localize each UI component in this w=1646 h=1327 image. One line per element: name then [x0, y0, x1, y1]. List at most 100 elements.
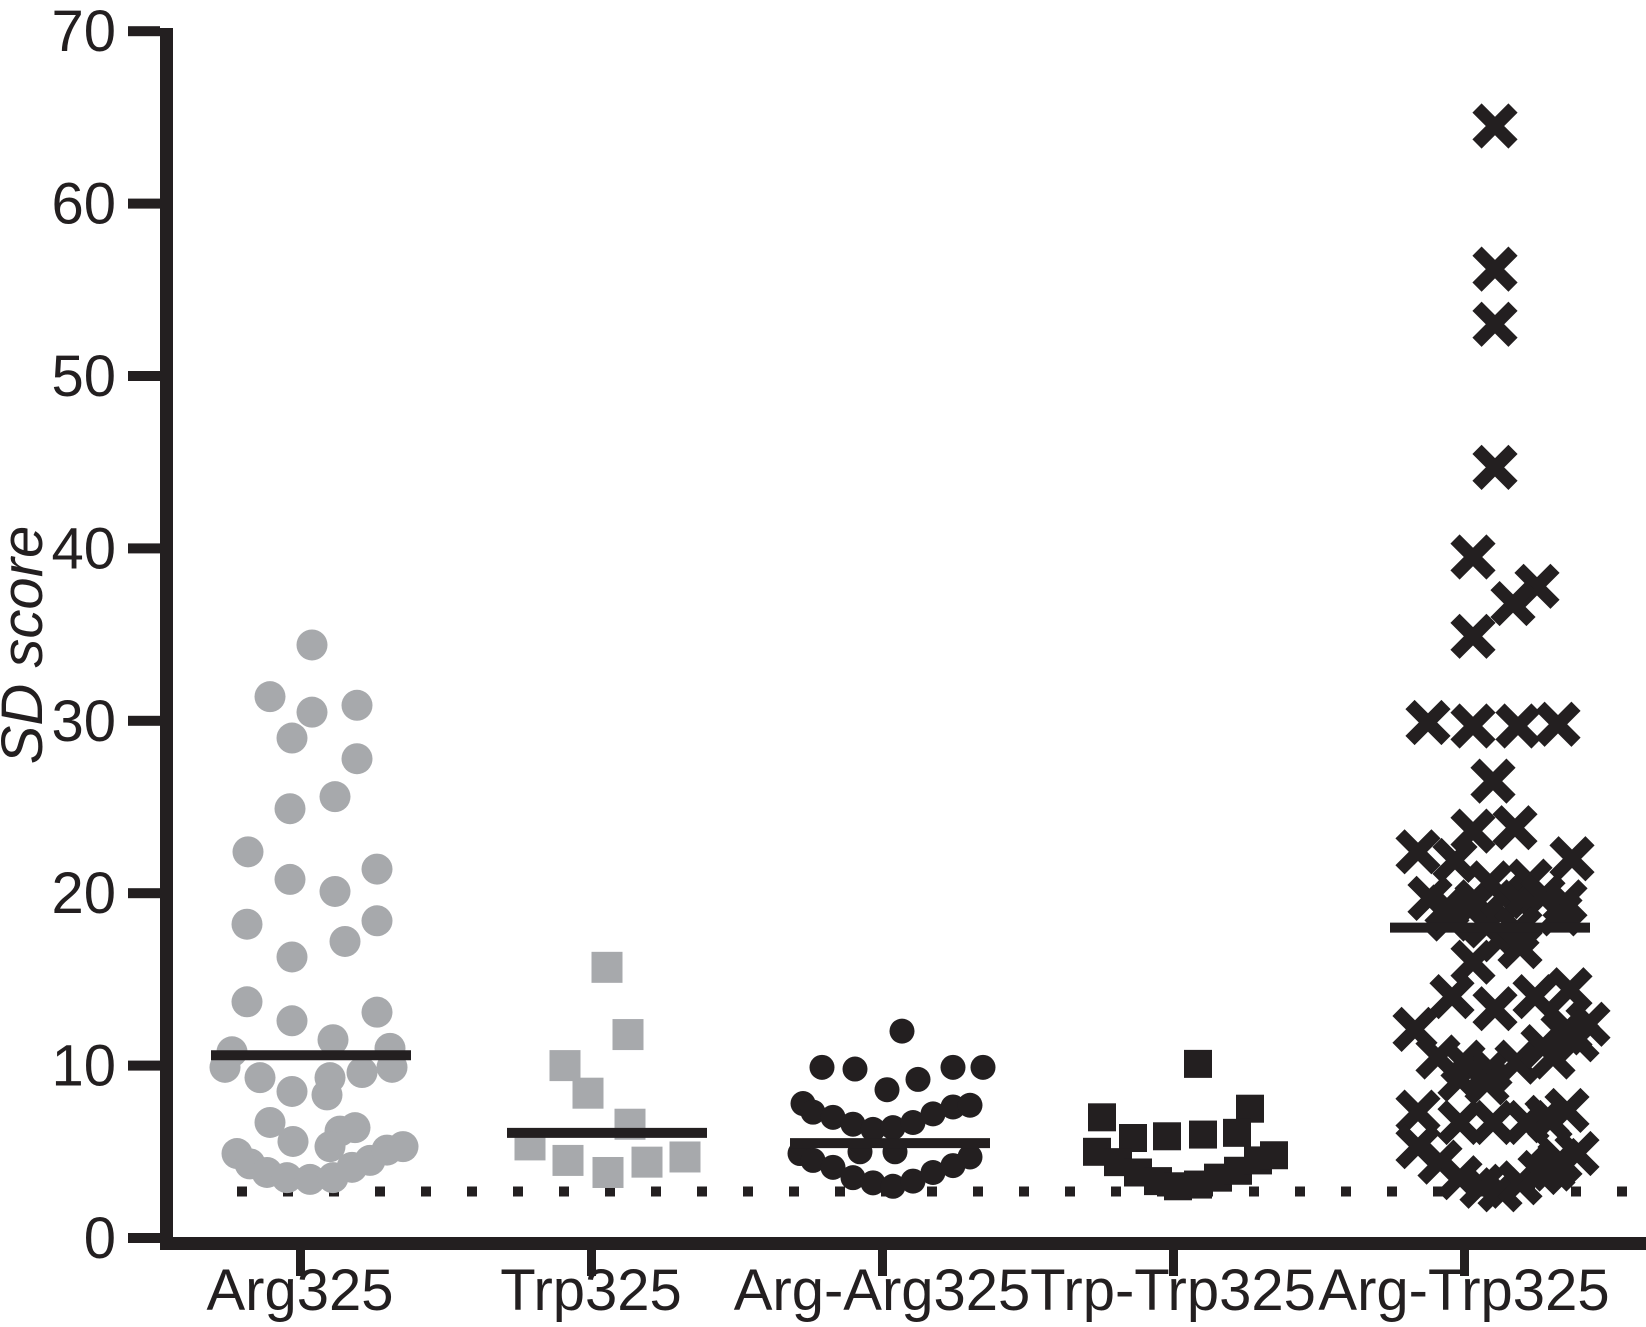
data-point — [314, 1131, 346, 1163]
data-point — [809, 1054, 835, 1080]
data-point — [1153, 1122, 1181, 1151]
data-point — [552, 1144, 584, 1176]
data-point — [900, 1168, 926, 1194]
data-point — [920, 1159, 946, 1185]
data-point — [319, 781, 351, 813]
data-point — [920, 1101, 946, 1127]
data-point — [1236, 1094, 1264, 1123]
data-point — [296, 696, 328, 728]
y-axis-tick — [128, 26, 160, 37]
data-point — [329, 925, 361, 957]
data-point — [1472, 986, 1518, 1032]
data-point — [276, 941, 308, 973]
data-point — [361, 905, 393, 937]
data-point — [276, 1075, 308, 1107]
data-point — [271, 1162, 303, 1194]
data-point — [1450, 613, 1496, 659]
data-point — [1472, 246, 1518, 292]
x-category-label: Arg-Arg325 — [734, 1258, 1031, 1323]
y-axis-tick — [128, 371, 160, 381]
data-point — [591, 951, 623, 983]
data-point — [319, 875, 351, 907]
data-point — [317, 1024, 349, 1056]
data-point — [1189, 1120, 1217, 1149]
data-point — [1395, 829, 1441, 875]
y-tick-label: 40 — [51, 516, 116, 581]
data-point — [905, 1066, 931, 1092]
data-point — [1432, 837, 1478, 884]
x-category-label: Arg-Trp325 — [1318, 1258, 1609, 1323]
data-point — [231, 986, 263, 1018]
data-point — [1472, 301, 1518, 347]
data-point — [880, 1115, 906, 1141]
data-point — [1429, 974, 1475, 1020]
x-axis-tick — [1169, 1250, 1178, 1276]
y-tick-label: 70 — [51, 0, 116, 64]
data-point — [341, 689, 373, 721]
data-point — [1530, 1034, 1576, 1080]
data-point — [612, 1019, 644, 1051]
data-point — [254, 681, 286, 713]
data-point — [900, 1109, 926, 1135]
x-axis-tick — [296, 1250, 305, 1276]
data-point — [880, 1173, 906, 1199]
data-point — [294, 1163, 326, 1195]
data-point — [1530, 1146, 1576, 1192]
x-category-label: Trp325 — [500, 1258, 682, 1323]
y-tick-label: 60 — [51, 172, 116, 237]
data-point — [276, 722, 308, 754]
data-point — [311, 1079, 343, 1111]
y-axis-tick — [128, 543, 160, 554]
data-point — [232, 836, 264, 868]
y-axis-tick — [128, 715, 160, 726]
data-point — [341, 743, 373, 775]
y-axis-title: SD score — [0, 526, 55, 765]
y-axis-line — [160, 28, 173, 1247]
data-point — [1497, 924, 1543, 970]
data-point — [1470, 1099, 1516, 1146]
data-point — [940, 1054, 966, 1080]
data-point — [549, 1050, 581, 1082]
x-axis-tick — [1460, 1250, 1469, 1276]
data-point — [957, 1144, 983, 1170]
data-point — [1223, 1118, 1251, 1147]
data-point — [572, 1077, 604, 1109]
data-point — [274, 863, 306, 895]
y-tick-label: 10 — [51, 1034, 116, 1099]
data-point — [1119, 1124, 1147, 1153]
data-point — [957, 1092, 983, 1118]
data-point — [800, 1147, 826, 1173]
x-category-label: Trp-Trp325 — [1030, 1258, 1316, 1323]
y-tick-label: 30 — [51, 689, 116, 754]
y-axis-tick — [128, 888, 160, 899]
data-point — [1395, 1089, 1441, 1135]
data-point — [840, 1111, 866, 1137]
data-point — [669, 1141, 701, 1173]
data-point — [387, 1131, 419, 1163]
y-tick-label: 0 — [84, 1206, 116, 1271]
y-axis-tick — [128, 1060, 160, 1071]
data-point — [1260, 1141, 1288, 1170]
data-point — [631, 1146, 663, 1178]
x-axis-line — [160, 1237, 1646, 1250]
data-point — [874, 1077, 900, 1103]
data-point — [1470, 758, 1516, 804]
data-point — [361, 996, 393, 1028]
data-point — [820, 1154, 846, 1180]
y-tick-label: 50 — [51, 344, 116, 409]
data-point — [840, 1165, 866, 1191]
data-point — [1547, 967, 1593, 1013]
data-point — [361, 853, 393, 885]
data-point — [1450, 939, 1496, 985]
data-point — [1450, 703, 1496, 749]
data-point — [1494, 1039, 1540, 1085]
x-axis-tick — [878, 1250, 887, 1276]
data-point — [254, 1106, 286, 1138]
data-point — [231, 908, 263, 940]
data-point — [1512, 974, 1558, 1020]
x-category-label: Arg325 — [206, 1258, 393, 1323]
data-point — [276, 1005, 308, 1037]
data-point — [1450, 808, 1496, 854]
